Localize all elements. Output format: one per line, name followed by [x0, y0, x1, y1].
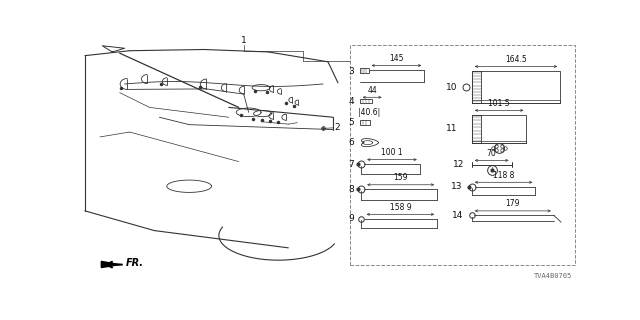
Text: 118 8: 118 8 — [493, 171, 515, 180]
Bar — [350, 44, 575, 265]
Text: 158 9: 158 9 — [390, 203, 412, 212]
Text: 159: 159 — [394, 173, 408, 182]
Text: 5: 5 — [348, 118, 354, 127]
Bar — [472, 71, 481, 103]
Text: 11: 11 — [445, 124, 457, 133]
Bar — [472, 115, 481, 143]
Text: 10: 10 — [445, 83, 457, 92]
Bar — [472, 115, 526, 143]
Text: 14: 14 — [452, 211, 463, 220]
Bar — [472, 71, 560, 103]
Text: 100 1: 100 1 — [381, 148, 403, 157]
Polygon shape — [101, 261, 120, 268]
Bar — [472, 141, 526, 143]
Bar — [360, 68, 369, 73]
Text: 101 5: 101 5 — [488, 99, 510, 108]
Text: 179: 179 — [506, 199, 520, 208]
Text: 145: 145 — [389, 54, 404, 63]
Bar — [360, 120, 370, 125]
Text: TVA4B0705: TVA4B0705 — [534, 273, 572, 279]
Text: |40.6|: |40.6| — [358, 108, 380, 117]
Text: 9: 9 — [348, 214, 354, 223]
Text: 7: 7 — [348, 160, 354, 169]
Text: 70: 70 — [487, 149, 497, 158]
Text: 8: 8 — [348, 185, 354, 194]
Text: 3: 3 — [348, 67, 354, 76]
Text: 13: 13 — [451, 182, 463, 191]
Text: 44: 44 — [367, 86, 377, 95]
Text: 2: 2 — [335, 123, 340, 132]
Text: 1: 1 — [241, 36, 246, 44]
Text: 12: 12 — [453, 160, 465, 169]
Bar — [472, 100, 560, 103]
Bar — [360, 99, 372, 103]
Text: 164.5: 164.5 — [505, 55, 527, 64]
Text: FR.: FR. — [126, 258, 144, 268]
Text: 4: 4 — [348, 97, 354, 106]
Text: 6: 6 — [348, 138, 354, 147]
